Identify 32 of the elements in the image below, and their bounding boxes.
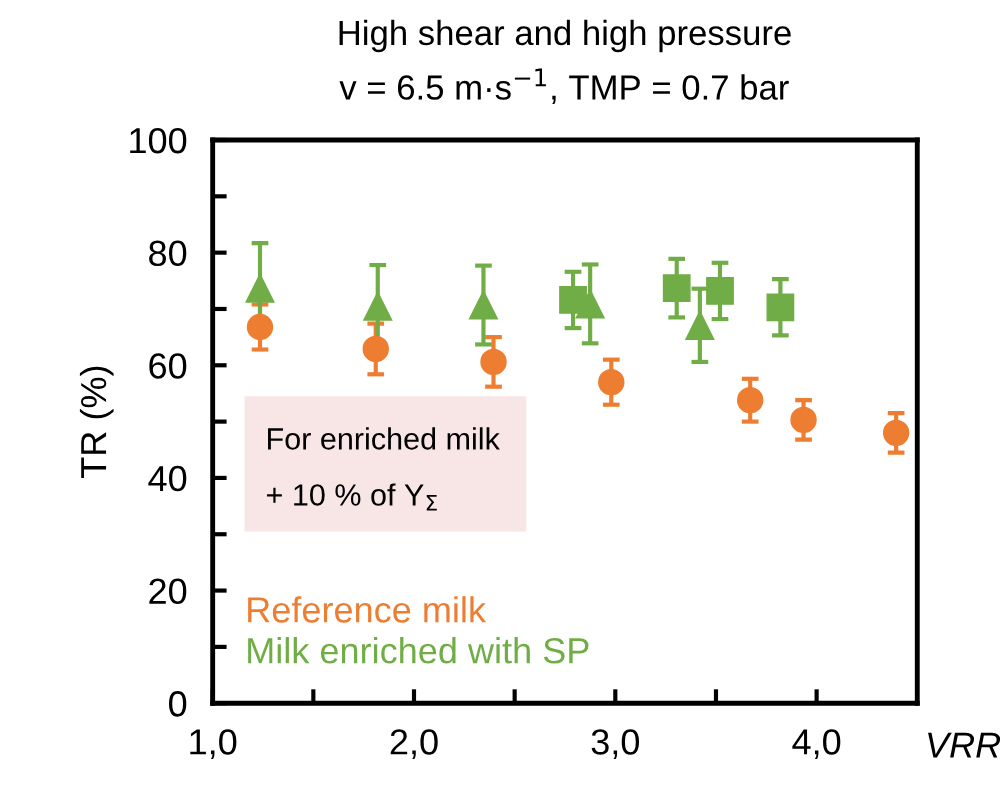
chart-title: High shear and high pressure (339, 19, 791, 53)
point (662, 274, 691, 303)
x-tick-label: 1,0 (190, 729, 237, 759)
point (246, 313, 274, 341)
x-tick-label: 3,0 (591, 729, 639, 759)
point (598, 368, 625, 396)
x-tick-label: 2,0 (390, 729, 438, 759)
point (736, 387, 764, 414)
annotation: + 10 % of Y$_{Σ}$ (267, 483, 437, 511)
point (706, 277, 734, 305)
chart-subtitle: v = 6.5 m·s$^{−1}$, TMP = 0.7 bar (339, 68, 789, 104)
y-tick-label: 20 (149, 578, 187, 604)
y-tick-label: 40 (148, 465, 187, 492)
point (766, 293, 795, 322)
annotation: For enriched milk (268, 427, 500, 450)
point (790, 406, 817, 434)
point (559, 286, 587, 314)
point (882, 419, 910, 447)
point (468, 290, 499, 320)
text: Reference milk (248, 596, 487, 623)
y-tick-label: 80 (149, 240, 187, 267)
x-axis-title: VRR (928, 732, 1001, 758)
x-tick-label: 4,0 (792, 729, 841, 759)
y-tick-label: 60 (149, 353, 187, 379)
y-tick-label: 100 (130, 127, 187, 154)
point (362, 335, 389, 363)
text: Milk enriched with SP (248, 637, 589, 664)
point (480, 348, 507, 376)
point (685, 310, 715, 340)
y-tick-label: 0 (169, 691, 187, 717)
y-axis-title: TR (%) (79, 366, 114, 478)
point (363, 291, 393, 321)
